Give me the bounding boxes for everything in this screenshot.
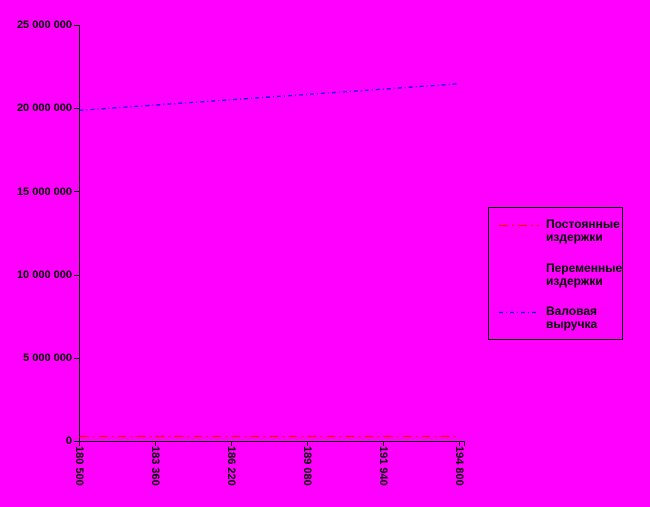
legend-label-gross-revenue: Валовая выручка — [546, 304, 598, 331]
legend-label-variable-costs: Переменные издержки — [546, 261, 623, 288]
x-tick-label: 186 220 — [225, 446, 237, 486]
y-tick-label: 20 000 000 — [16, 102, 72, 114]
legend-sample-gross-revenue — [499, 311, 539, 314]
legend-label-fixed-costs: Постоянные издержки — [546, 217, 620, 244]
legend-item-variable-costs: Переменные издержки — [489, 261, 623, 288]
y-tick-label: 15 000 000 — [16, 186, 72, 198]
x-tick-label: 189 080 — [301, 446, 313, 486]
legend-item-fixed-costs: Постоянные издержки — [489, 218, 620, 244]
y-tick-label: 5 000 000 — [23, 352, 72, 364]
x-tick-label: 191 940 — [377, 446, 389, 486]
legend-sample-variable-costs — [499, 268, 539, 271]
x-tick-label: 194 800 — [453, 446, 465, 486]
legend-item-gross-revenue: Валовая выручка — [489, 305, 620, 331]
x-tick-label: 180 500 — [73, 446, 85, 486]
y-tick-label: 10 000 000 — [16, 269, 72, 281]
axes — [74, 25, 465, 446]
y-tick-label: 25 000 000 — [16, 19, 72, 31]
series-layer — [79, 83, 460, 438]
legend-sample-fixed-costs — [499, 224, 539, 227]
y-tick-label: 0 — [65, 435, 72, 447]
legend: Постоянные издержки Переменные издержки … — [488, 207, 623, 340]
x-tick-label: 183 360 — [149, 446, 161, 486]
series-line-2 — [79, 83, 460, 112]
